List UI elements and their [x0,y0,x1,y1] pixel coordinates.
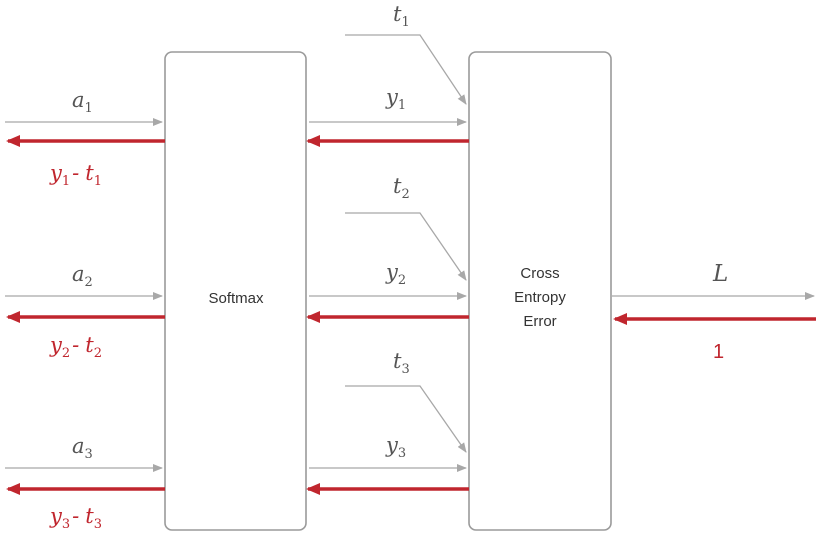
target-arrow-t3 [345,385,467,453]
loss-label: L [712,261,728,287]
target-arrow-t1 [345,34,467,105]
cross-entropy-label-line2: Entropy [514,289,566,306]
output-label-y2: y2 [385,260,406,288]
gradient-label-3: y3- t3 [49,504,102,532]
gradient-label-1: y1- t1 [49,161,102,189]
output-label-y1: y1 [385,85,406,113]
input-label-a2: a2 [72,262,93,290]
target-arrow-t2 [345,212,467,281]
gradient-label-2: y2- t2 [49,333,102,361]
input-label-a3: a3 [72,434,93,462]
target-label-t3: t3 [393,349,410,377]
loss-gradient-label: 1 [713,341,724,363]
cross-entropy-label-line1: Cross [520,265,559,282]
softmax-layer-box [164,51,307,531]
cross-entropy-label-line3: Error [523,313,556,330]
input-label-a1: a1 [72,88,93,116]
cross-entropy-layer-box [468,51,612,531]
target-label-t1: t1 [393,2,410,30]
output-label-y3: y3 [385,433,406,461]
softmax-label: Softmax [208,290,264,307]
target-label-t2: t2 [393,174,410,202]
